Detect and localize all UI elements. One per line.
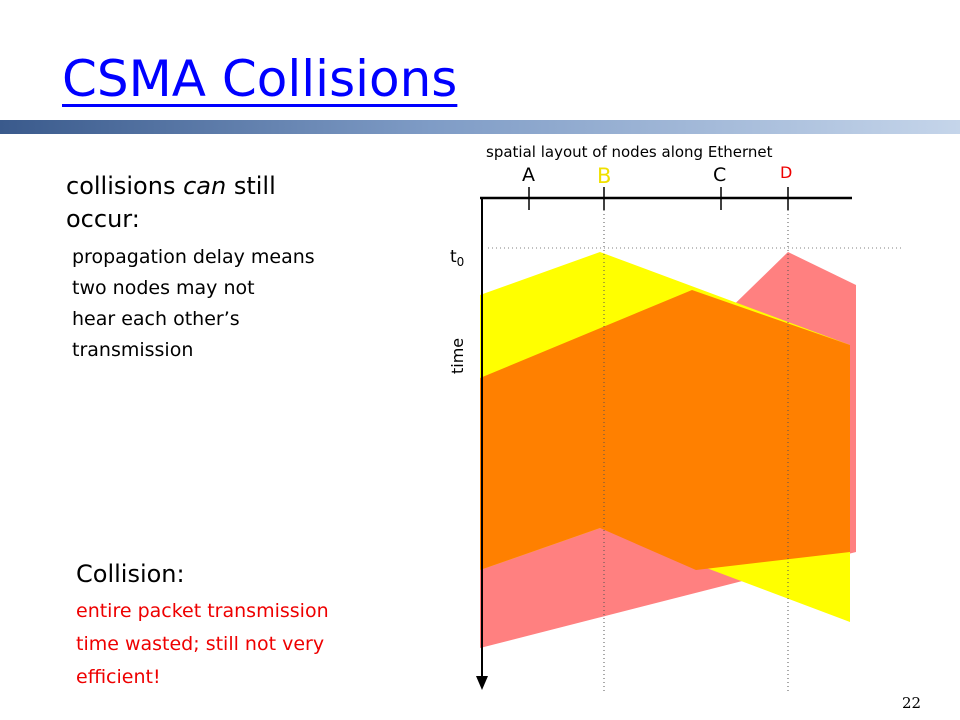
collision-note-line: entire packet transmission — [76, 600, 329, 622]
node-b-label: B — [597, 164, 611, 188]
intro-heading-suffix: still — [226, 172, 276, 200]
node-a-label: A — [522, 164, 535, 186]
page-number: 22 — [902, 694, 922, 712]
title-divider-bar — [0, 120, 960, 134]
overlap-region — [480, 290, 850, 570]
intro-heading-line-2: occur: — [66, 205, 140, 233]
collision-note-line: time wasted; still not very — [76, 633, 325, 655]
collision-heading: Collision: — [76, 560, 185, 588]
intro-line: two nodes may not — [72, 277, 255, 299]
intro-heading: collisions can still — [66, 172, 276, 200]
intro-heading-emphasis: can — [183, 172, 227, 200]
intro-line: transmission — [72, 339, 194, 361]
collision-note-line: efficient! — [76, 666, 161, 688]
node-d-label: D — [780, 163, 792, 182]
time-axis-arrowhead — [476, 676, 488, 690]
t0-label: t0 — [450, 247, 464, 269]
time-axis-label: time — [448, 338, 467, 374]
slide-title: CSMA Collisions — [62, 50, 458, 108]
t0-label-subscript: 0 — [457, 255, 465, 269]
node-c-label: C — [713, 164, 726, 186]
t0-label-main: t — [450, 247, 457, 267]
spatial-layout-caption: spatial layout of nodes along Ethernet — [486, 143, 773, 161]
intro-heading-prefix: collisions — [66, 172, 184, 200]
intro-line: propagation delay means — [72, 246, 315, 268]
intro-line: hear each other’s — [72, 308, 240, 330]
